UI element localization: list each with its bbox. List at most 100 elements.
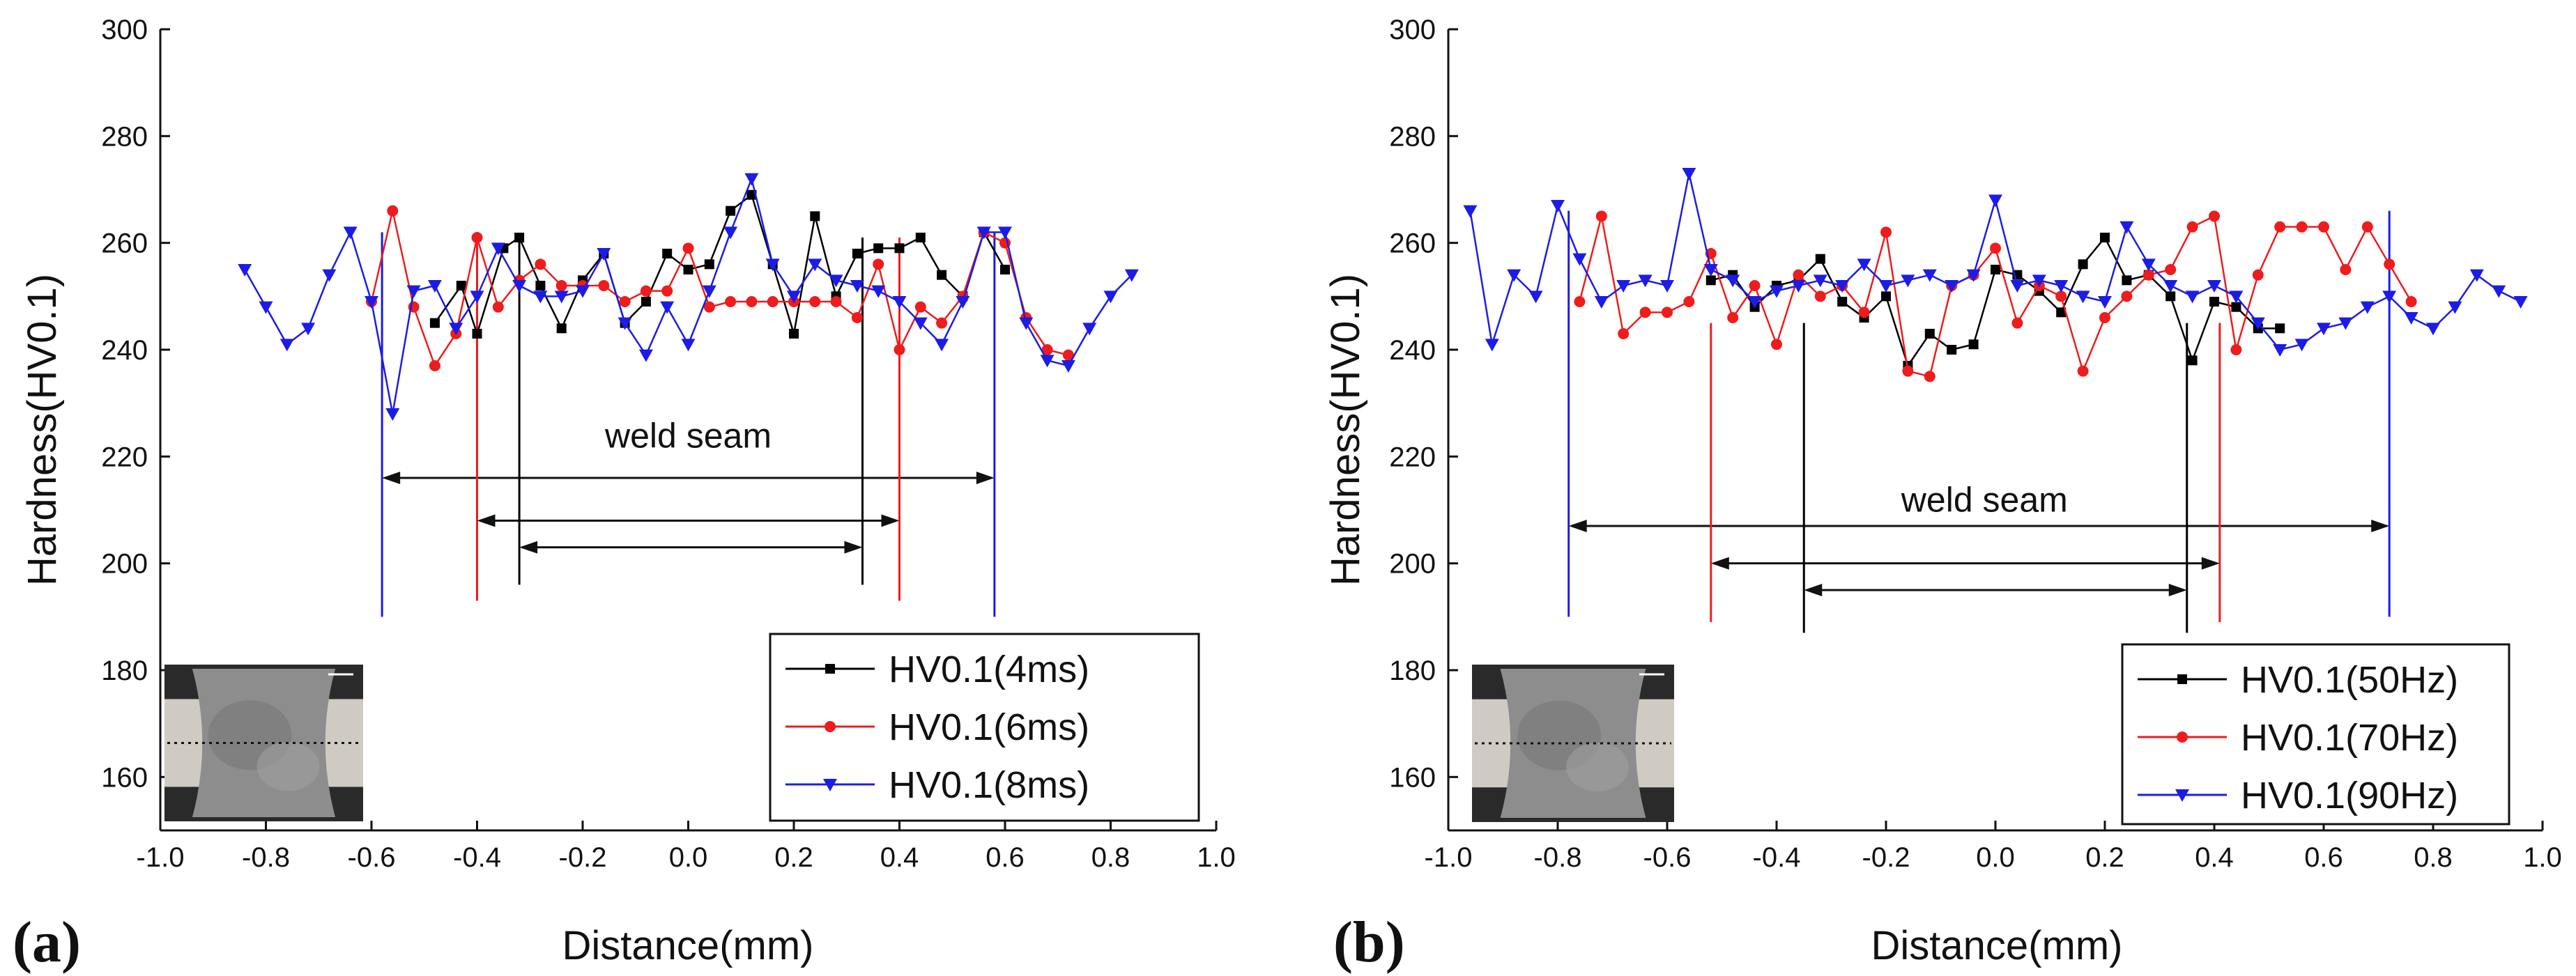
data-point [787, 291, 801, 304]
data-point [2032, 274, 2046, 288]
legend: HV0.1(4ms) HV0.1(6ms) HV0.1(8ms) [769, 633, 1200, 822]
data-point [619, 296, 631, 307]
x-tick-label: 0.6 [2304, 842, 2343, 873]
y-tick-label: 200 [101, 549, 148, 580]
data-point [472, 329, 482, 339]
legend-swatch-marker [823, 779, 837, 791]
series-line [1710, 235, 2280, 368]
weld-seam-markers [1567, 210, 2391, 633]
data-point [2251, 317, 2265, 330]
data-point [1082, 323, 1097, 336]
data-point [1968, 339, 1979, 350]
data-point [1528, 291, 1543, 304]
data-point [429, 318, 440, 328]
data-point [873, 258, 884, 270]
y-axis-title: Hardness(HV0.1) [1323, 274, 1368, 586]
y-tick-label: 180 [101, 656, 148, 686]
data-point [471, 232, 483, 243]
data-point [1062, 349, 1074, 361]
data-point [1990, 242, 2001, 254]
data-point [2275, 323, 2285, 334]
data-point [2361, 221, 2373, 233]
x-tick-label: -0.8 [242, 842, 290, 873]
arrow-head-right [976, 472, 995, 484]
data-point [429, 360, 440, 371]
data-point [2274, 221, 2286, 233]
legend-label: HV0.1(8ms) [889, 764, 1089, 806]
x-tick-label: -1.0 [1425, 842, 1473, 873]
legend-swatch-marker [2177, 731, 2188, 743]
arrow-head-left [477, 514, 496, 527]
data-point [2055, 291, 2067, 302]
data-point [1594, 296, 1609, 309]
y-axis-title: Hardness(HV0.1) [20, 274, 65, 586]
data-point [2338, 317, 2353, 330]
series-HV0.1(90Hz) [1463, 168, 2528, 357]
x-tick-label: 0.4 [880, 842, 919, 873]
y-tick-label: 200 [1389, 549, 1436, 580]
data-point [2448, 301, 2462, 314]
data-point [1857, 258, 1871, 272]
data-point [956, 296, 970, 309]
arrow-head-left [382, 472, 401, 484]
arrow-head-right [2371, 520, 2390, 532]
data-point [556, 323, 567, 334]
data-point [2252, 269, 2264, 281]
inset-texture [1566, 742, 1629, 791]
legend-label: HV0.1(70Hz) [2241, 717, 2458, 759]
data-point [913, 317, 928, 330]
data-point [238, 264, 252, 277]
data-point [2011, 317, 2023, 329]
legend-swatch-marker [2175, 789, 2189, 802]
x-tick-label: 0.6 [986, 842, 1025, 873]
data-point [829, 274, 843, 288]
data-point [702, 285, 716, 298]
data-point [704, 259, 714, 270]
legend: HV0.1(50Hz) HV0.1(70Hz) HV0.1(90Hz) [2121, 643, 2510, 826]
micrograph-inset [164, 665, 363, 821]
data-point [1660, 280, 1674, 293]
series-HV0.1(4ms) [429, 189, 1010, 339]
y-tick-label: 220 [101, 442, 148, 472]
data-point [1124, 269, 1139, 282]
data-point [2163, 280, 2178, 293]
data-point [809, 296, 821, 307]
data-point [2141, 258, 2156, 272]
x-tick-label: -1.0 [137, 842, 185, 873]
data-point [2317, 323, 2331, 336]
data-point [365, 296, 378, 309]
y-tick-label: 300 [101, 15, 148, 45]
data-point [2318, 221, 2329, 233]
data-point [1705, 275, 1716, 286]
data-point [1858, 307, 1870, 318]
x-tick-label: 0.0 [1976, 842, 2015, 873]
series-HV0.1(8ms) [238, 173, 1139, 421]
data-point [767, 296, 779, 307]
data-point [2187, 355, 2198, 366]
data-point [1485, 339, 1499, 352]
data-point [871, 285, 886, 298]
data-point [2056, 307, 2067, 318]
data-point [1040, 355, 1055, 368]
x-tick-label: 1.0 [1197, 842, 1236, 873]
arrow-head-left [519, 541, 538, 554]
data-point [726, 206, 736, 216]
data-point [830, 296, 842, 307]
data-point [2360, 301, 2375, 314]
data-point [598, 280, 610, 291]
data-point [1000, 265, 1010, 274]
arrow-head-left [1804, 584, 1823, 596]
y-tick-label: 160 [101, 762, 148, 793]
arrow-head-right [2201, 557, 2220, 570]
y-tick-label: 220 [1389, 442, 1436, 472]
series-line [434, 193, 1006, 337]
data-point [1880, 226, 1892, 238]
data-point [279, 339, 294, 352]
data-point [2099, 312, 2110, 323]
data-point [555, 280, 567, 291]
inset-texture [256, 742, 320, 791]
data-point [492, 301, 504, 313]
data-point [512, 280, 527, 293]
x-tick-label: 0.4 [2195, 842, 2234, 873]
